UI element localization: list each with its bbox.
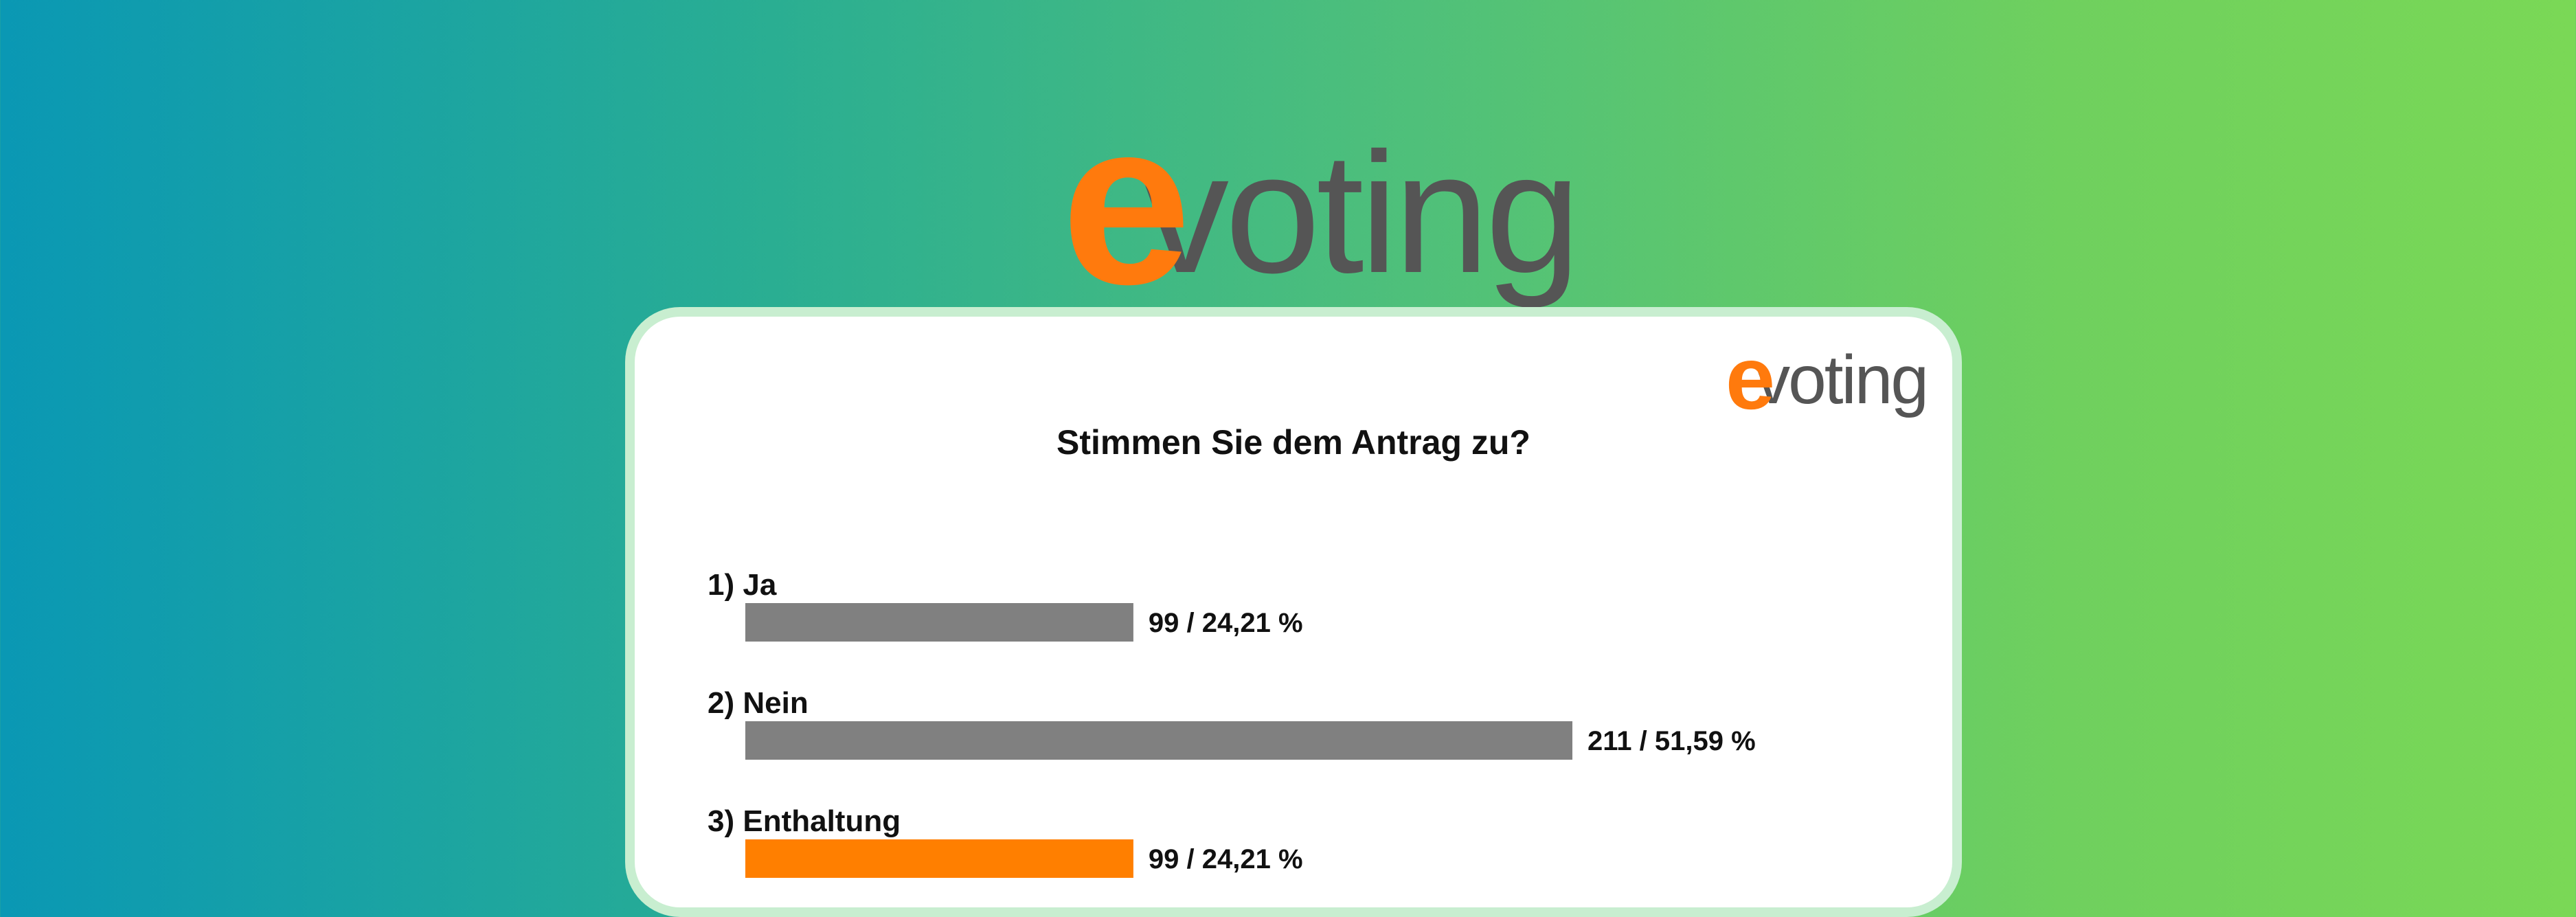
option-label: 1) Ja — [708, 568, 777, 602]
logo-e: e — [1061, 72, 1192, 333]
card-evoting-logo: e voting — [1726, 325, 1929, 422]
result-bar — [745, 721, 1572, 760]
results-chart: 1) Ja 99 / 24,21 % 2) Nein 211 / 51,59 % 3) … — [708, 568, 1756, 878]
result-value-label: 211 / 51,59 % — [1588, 726, 1756, 756]
question-title: Stimmen Sie dem Antrag zu? — [1057, 423, 1530, 462]
logo-wordmark: voting — [1143, 117, 1581, 308]
option-label: 3) Enthaltung — [708, 804, 901, 838]
result-value-label: 99 / 24,21 % — [1149, 844, 1303, 874]
option-label: 2) Nein — [708, 686, 809, 720]
result-value-label: 99 / 24,21 % — [1149, 608, 1303, 638]
result-card: e voting Stimmen Sie dem Antrag zu? 1) J… — [625, 307, 1962, 917]
evoting-logo: e voting — [1061, 65, 1581, 319]
result-bar — [745, 839, 1133, 878]
result-bar — [745, 603, 1133, 642]
card-logo-e: e — [1725, 328, 1776, 428]
card-logo-wordmark: voting — [1756, 341, 1929, 418]
